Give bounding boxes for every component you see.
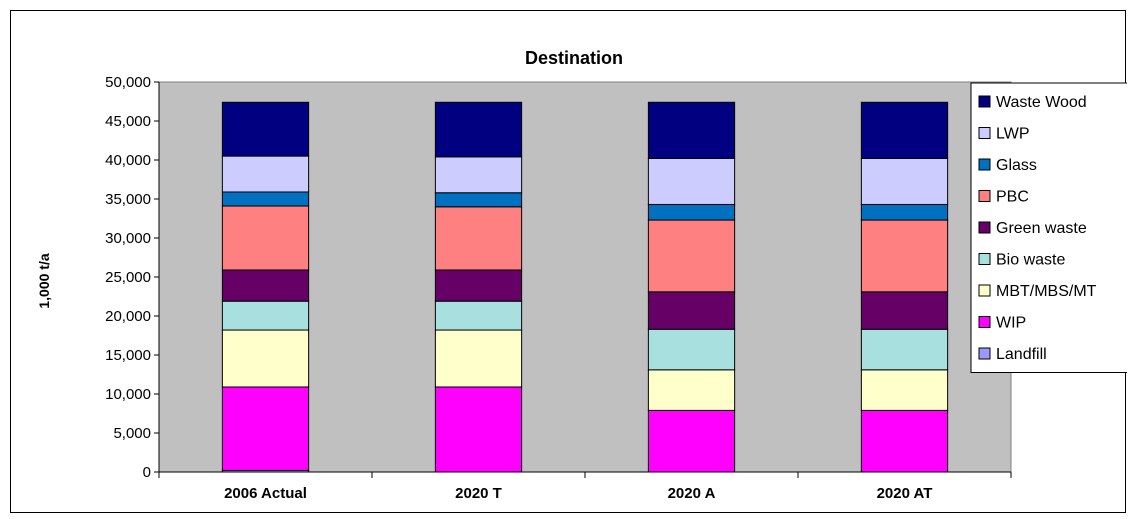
legend-label: MBT/MBS/MT (996, 283, 1097, 300)
bar-segment-pbc (434, 206, 523, 271)
bar-segment-wip (221, 386, 310, 471)
bar-segment-glass (647, 203, 736, 221)
bar-segment-mbt-mbs-mt (860, 369, 949, 411)
legend-label: Bio waste (996, 252, 1065, 269)
legend-swatch (978, 347, 991, 360)
legend-swatch (978, 253, 991, 265)
bar-segment-lwp (434, 156, 523, 194)
bar-segment-waste-wood (221, 101, 310, 157)
legend-label: PBC (996, 189, 1029, 206)
x-tick-label: 2020 AT (877, 485, 933, 502)
legend-swatch (978, 190, 991, 202)
bar-segment-bio-waste (434, 300, 523, 331)
y-tick-label: 20,000 (105, 308, 151, 325)
legend-label: LWP (996, 126, 1029, 143)
bar-segment-pbc (647, 219, 736, 293)
bar-segment-glass (860, 203, 949, 221)
bar-segment-waste-wood (860, 101, 949, 159)
bar-segment-waste-wood (434, 101, 523, 158)
bar-segment-waste-wood (647, 101, 736, 159)
bar-segment-glass (434, 192, 523, 208)
y-tick-label: 50,000 (105, 74, 151, 91)
y-axis: 0 5,000 10,000 15,000 20,000 25,000 30,000 35,0… (105, 74, 160, 481)
y-tick-label: 5,000 (113, 425, 151, 442)
y-tick-label: 0 (143, 464, 151, 481)
legend: Waste Wood LWP Glass PBC Green waste Bio wast… (970, 82, 1129, 373)
bar-segment-glass (221, 191, 310, 207)
y-axis-label: 1,000 t/a (36, 253, 52, 308)
legend-swatch (978, 158, 991, 171)
bar-segment-pbc (860, 219, 949, 293)
y-tick-label: 45,000 (105, 113, 151, 130)
bar-segment-green-waste (647, 291, 736, 330)
x-axis: 2006 Actual 2020 T 2020 A 2020 AT (158, 471, 1012, 502)
x-tick-label: 2020 A (668, 485, 716, 502)
y-tick-label: 30,000 (105, 230, 151, 247)
bars-group (221, 101, 949, 473)
legend-swatch (978, 127, 991, 139)
bar-segment-lwp (647, 157, 736, 205)
legend-swatch (978, 284, 991, 297)
bar-segment-pbc (221, 205, 310, 271)
bar-segment-wip (434, 386, 523, 473)
bar-segment-bio-waste (647, 328, 736, 371)
bar-segment-mbt-mbs-mt (221, 329, 310, 388)
y-tick-label: 40,000 (105, 152, 151, 169)
chart-frame: Destination 1,000 t/a 0 5,000 10,000 15,000… (10, 10, 1129, 513)
legend-swatch (978, 95, 991, 108)
x-tick-label: 2020 T (455, 485, 502, 502)
bar-segment-mbt-mbs-mt (647, 369, 736, 411)
y-tick-label: 25,000 (105, 269, 151, 286)
y-tick-label: 10,000 (105, 386, 151, 403)
legend-label: Waste Wood (996, 94, 1087, 111)
y-tick-label: 35,000 (105, 191, 151, 208)
stacked-bar-chart: Destination 1,000 t/a 0 5,000 10,000 15,000… (36, 48, 1129, 502)
x-tick-label: 2006 Actual (224, 485, 307, 502)
legend-label: Glass (996, 157, 1037, 174)
chart-title: Destination (525, 48, 623, 68)
legend-swatch (978, 316, 991, 328)
bar-segment-green-waste (860, 291, 949, 330)
legend-swatch (978, 221, 991, 234)
bar-segment-green-waste (434, 269, 523, 302)
bar-segment-wip (647, 409, 736, 473)
y-tick-label: 15,000 (105, 347, 151, 364)
bar-segment-bio-waste (221, 300, 310, 331)
bar-segment-lwp (860, 157, 949, 205)
bar-segment-wip (860, 409, 949, 473)
legend-label: WIP (996, 315, 1026, 332)
bar-segment-green-waste (221, 269, 310, 302)
legend-label: Landfill (996, 346, 1047, 363)
legend-label: Green waste (996, 220, 1087, 237)
bar-segment-lwp (221, 155, 310, 193)
legend-box (970, 82, 1129, 373)
bar-segment-mbt-mbs-mt (434, 329, 523, 388)
bar-segment-bio-waste (860, 328, 949, 371)
